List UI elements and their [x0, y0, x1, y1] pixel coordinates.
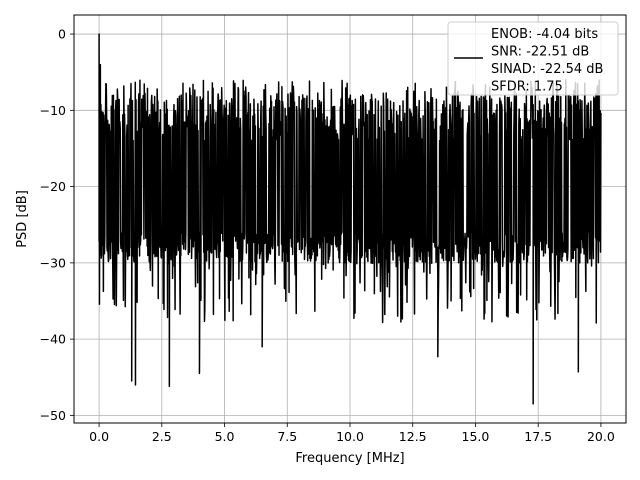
legend-text-line: SINAD: -22.54 dB [491, 62, 603, 77]
legend-text-line: SFDR: 1.75 [491, 80, 563, 95]
x-tick-label: 17.5 [524, 429, 552, 444]
y-tick-label: 0 [58, 27, 66, 42]
x-tick-label: 2.5 [152, 429, 172, 444]
x-tick-label: 20.0 [587, 429, 615, 444]
y-axis-label: PSD [dB] [15, 190, 30, 248]
x-tick-label: 10.0 [336, 429, 364, 444]
legend-label: ENOB: -4.04 bits SNR: -22.51 dB SINAD: -22… [491, 27, 603, 95]
x-tick-label: 5.0 [215, 429, 235, 444]
legend-box [447, 21, 619, 96]
y-tick-label: −50 [40, 408, 66, 423]
x-tick-label: 0.0 [89, 429, 109, 444]
y-axis-ticks: 0 −10 −20 −30 −40 −50 [40, 27, 74, 423]
x-tick-label: 15.0 [462, 429, 490, 444]
y-tick-label: −10 [40, 103, 66, 118]
plot-area [98, 33, 602, 405]
legend-text-line: ENOB: -4.04 bits [491, 27, 598, 42]
legend: ENOB: -4.04 bits SNR: -22.51 dB SINAD: -22… [447, 21, 619, 96]
y-tick-label: −30 [40, 255, 66, 270]
x-axis-label: Frequency [MHz] [295, 451, 404, 466]
x-axis-ticks: 0.0 2.5 5.0 7.5 10.0 12.5 15.0 17.5 20.0 [89, 423, 615, 444]
psd-series-line [98, 33, 602, 405]
x-tick-label: 12.5 [399, 429, 427, 444]
legend-text-line: SNR: -22.51 dB [491, 45, 589, 60]
y-tick-label: −40 [40, 332, 66, 347]
x-tick-label: 7.5 [277, 429, 297, 444]
y-tick-label: −20 [40, 179, 66, 194]
